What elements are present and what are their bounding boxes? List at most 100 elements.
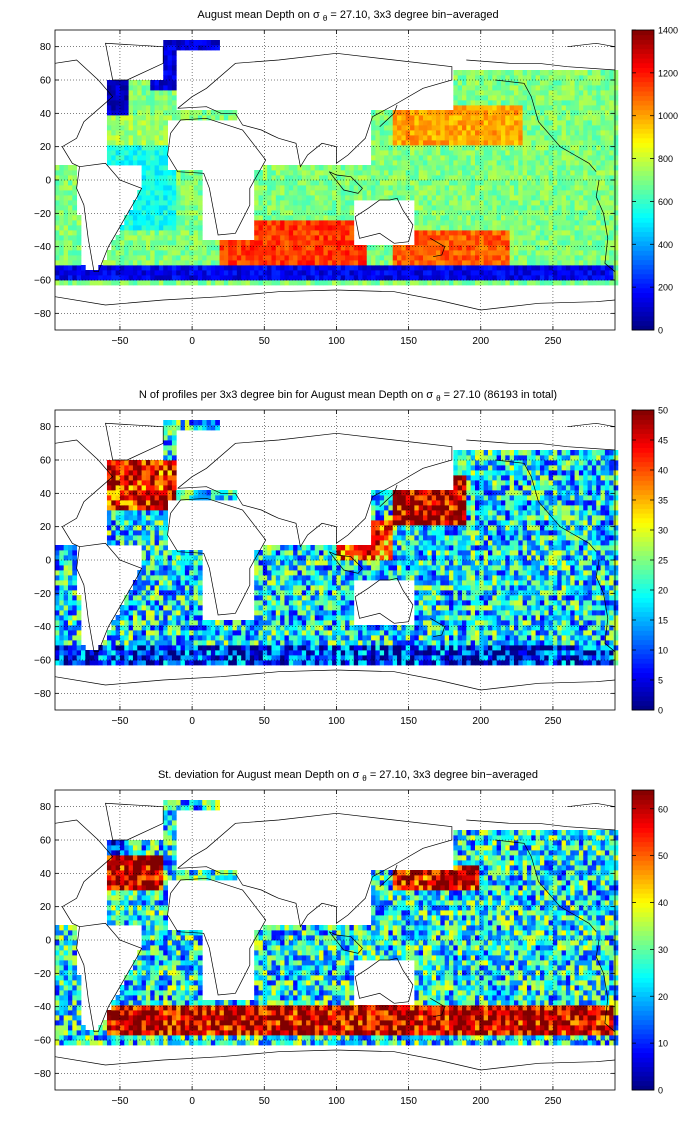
- heatmap-cell: [578, 80, 584, 86]
- heatmap-cell: [184, 580, 190, 586]
- heatmap-cell: [570, 165, 575, 171]
- heatmap-cell: [258, 230, 264, 236]
- heatmap-cell: [539, 245, 545, 251]
- heatmap-cell: [132, 630, 138, 636]
- heatmap-cell: [609, 70, 614, 76]
- heatmap-cell: [336, 190, 342, 196]
- heatmap-cell: [293, 260, 298, 266]
- heatmap-cell: [59, 655, 65, 661]
- heatmap-cell: [475, 255, 480, 261]
- heatmap-cell: [141, 585, 147, 591]
- heatmap-cell: [513, 270, 519, 276]
- heatmap-cell: [483, 195, 489, 201]
- heatmap-cell: [431, 160, 437, 166]
- heatmap-cell: [539, 125, 545, 131]
- heatmap-cell: [466, 215, 472, 221]
- heatmap-cell: [119, 115, 125, 121]
- heatmap-cell: [206, 115, 212, 121]
- heatmap-cell: [535, 160, 541, 166]
- heatmap-cell: [587, 110, 593, 116]
- heatmap-cell: [418, 180, 424, 186]
- heatmap-cell: [345, 185, 350, 191]
- heatmap-cell: [63, 165, 69, 171]
- heatmap-cell: [106, 120, 112, 126]
- heatmap-cell: [180, 630, 186, 636]
- heatmap-cell: [462, 155, 467, 161]
- heatmap-cell: [314, 165, 320, 171]
- heatmap-cell: [280, 200, 285, 206]
- heatmap-cell: [457, 95, 463, 101]
- heatmap-cell: [180, 230, 186, 236]
- heatmap-cell: [167, 475, 173, 481]
- heatmap-cell: [539, 100, 545, 106]
- heatmap-cell: [76, 245, 82, 251]
- heatmap-cell: [197, 590, 203, 596]
- heatmap-cell: [496, 180, 502, 186]
- heatmap-cell: [111, 485, 117, 491]
- heatmap-cell: [145, 510, 151, 516]
- heatmap-cell: [262, 225, 268, 231]
- heatmap-cell: [332, 255, 337, 261]
- heatmap-cell: [557, 145, 562, 151]
- heatmap-cell: [254, 190, 259, 196]
- heatmap-cell: [176, 260, 181, 266]
- heatmap-cell: [470, 210, 476, 216]
- heatmap-cell: [600, 75, 606, 81]
- heatmap-cell: [578, 140, 584, 146]
- heatmap-cell: [314, 225, 320, 231]
- heatmap-cell: [137, 630, 142, 636]
- heatmap-cell: [154, 210, 160, 216]
- heatmap-cell: [613, 180, 619, 186]
- heatmap-cell: [431, 260, 437, 266]
- heatmap-cell: [613, 90, 619, 96]
- heatmap-cell: [171, 230, 177, 236]
- heatmap-cell: [513, 280, 519, 286]
- heatmap-cell: [436, 165, 441, 171]
- heatmap-cell: [106, 150, 112, 156]
- heatmap-cell: [55, 205, 60, 211]
- heatmap-cell: [470, 260, 476, 266]
- heatmap-cell: [167, 180, 173, 186]
- heatmap-cell: [466, 265, 472, 271]
- heatmap-cell: [119, 505, 125, 511]
- heatmap-cell: [154, 580, 160, 586]
- heatmap-cell: [587, 145, 593, 151]
- heatmap-cell: [106, 265, 112, 271]
- heatmap-cell: [470, 85, 476, 91]
- heatmap-cell: [111, 115, 117, 121]
- heatmap-cell: [492, 135, 498, 141]
- heatmap-cell: [552, 140, 558, 146]
- heatmap-cell: [137, 520, 142, 526]
- heatmap-cell: [505, 70, 511, 76]
- heatmap-cell: [245, 280, 251, 286]
- heatmap-cell: [518, 190, 524, 196]
- heatmap-cell: [206, 625, 212, 631]
- heatmap-cell: [500, 240, 506, 246]
- heatmap-cell: [500, 125, 506, 131]
- heatmap-cell: [228, 260, 233, 266]
- heatmap-cell: [271, 215, 277, 221]
- heatmap-cell: [479, 185, 485, 191]
- heatmap-cell: [388, 260, 394, 266]
- heatmap-cell: [483, 240, 489, 246]
- heatmap-cell: [284, 265, 290, 271]
- heatmap-cell: [189, 245, 194, 251]
- heatmap-cell: [544, 75, 550, 81]
- heatmap-cell: [552, 205, 558, 211]
- heatmap-cell: [137, 230, 142, 236]
- heatmap-cell: [158, 260, 164, 266]
- heatmap-cell: [132, 155, 138, 161]
- heatmap-cell: [557, 110, 562, 116]
- heatmap-cell: [128, 480, 134, 486]
- heatmap-cell: [479, 200, 485, 206]
- heatmap-cell: [552, 115, 558, 121]
- heatmap-cell: [189, 565, 194, 571]
- heatmap-cell: [574, 170, 580, 176]
- heatmap-cell: [427, 170, 433, 176]
- heatmap-cell: [284, 270, 290, 276]
- heatmap-cell: [332, 215, 337, 221]
- heatmap-cell: [197, 615, 203, 621]
- heatmap-cell: [548, 110, 554, 116]
- heatmap-cell: [141, 475, 147, 481]
- heatmap-cell: [76, 230, 82, 236]
